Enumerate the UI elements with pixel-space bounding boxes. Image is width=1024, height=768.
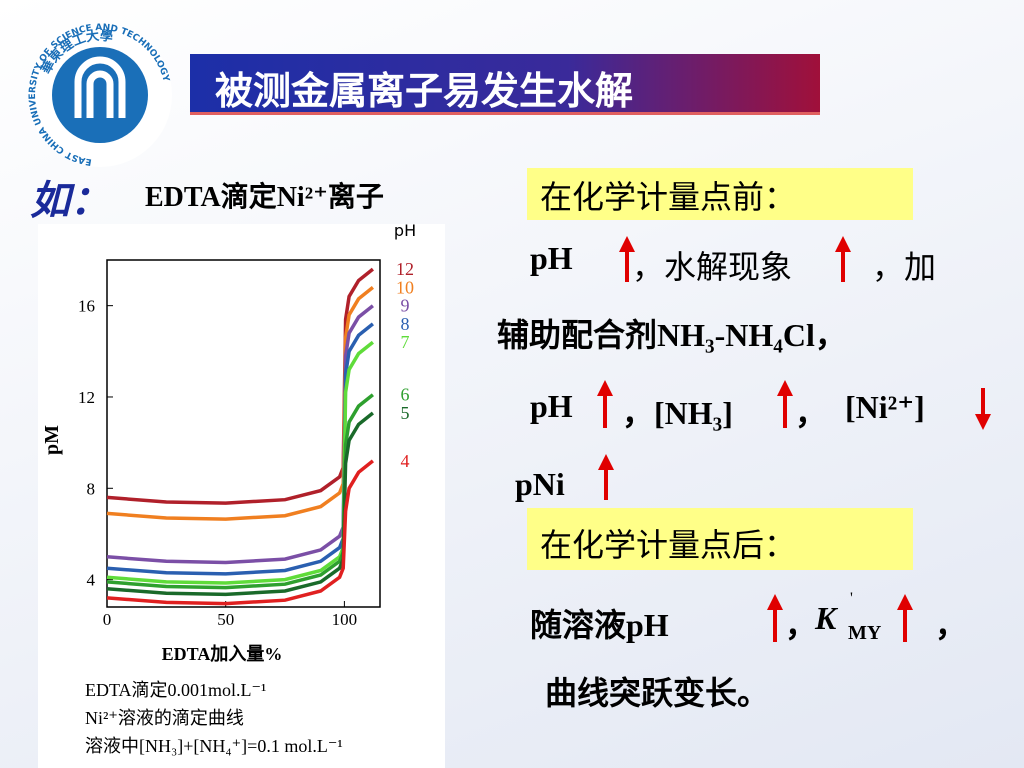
legend-title: pH <box>394 221 416 240</box>
x-tick-label: 0 <box>103 610 112 629</box>
text: pH <box>530 240 573 276</box>
text: K <box>815 600 837 636</box>
intro-prefix: 如： <box>30 178 110 223</box>
line <box>106 286 374 521</box>
text: 随溶液pH <box>530 607 669 643</box>
logo-core <box>52 47 148 143</box>
line <box>106 393 374 590</box>
legend-label: 8 <box>401 314 410 334</box>
text: ，[NH₃] <box>622 395 733 431</box>
y-tick-label: 12 <box>78 388 95 407</box>
text: 辅助配合剂NH₃-NH₄Cl， <box>497 317 847 353</box>
x-tick-label: 100 <box>332 610 358 629</box>
x-tick-label: 50 <box>217 610 234 629</box>
legend-label: 5 <box>401 403 410 423</box>
text: ，水解现象 <box>632 249 793 285</box>
y-tick-label: 8 <box>87 479 96 498</box>
y-tick-label: 4 <box>87 571 96 590</box>
arrows <box>597 236 991 642</box>
text: MY <box>848 622 882 644</box>
intro-text: EDTA滴定Ni²⁺离子 <box>145 182 384 213</box>
title-bar <box>190 54 820 112</box>
text: pH <box>530 388 573 424</box>
legend-label: 7 <box>401 332 410 352</box>
line <box>106 322 374 576</box>
legend-label: 12 <box>396 259 414 279</box>
legend-label: 6 <box>401 385 410 405</box>
text: ，加 <box>872 249 937 285</box>
line <box>106 267 374 505</box>
line <box>106 411 374 597</box>
legend-label: 9 <box>401 296 410 316</box>
caption: Ni²⁺溶液的滴定曲线 <box>85 708 244 728</box>
x-axis-label: EDTA加入量% <box>162 643 283 664</box>
caption: 溶液中[NH₃]+[NH₄⁺]=0.1 mol.L⁻¹ <box>85 736 343 756</box>
y-axis-label: pM <box>41 425 63 455</box>
text: ， <box>785 607 818 643</box>
heading: 在化学计量点前： <box>540 179 797 215</box>
y-tick-label: 16 <box>78 297 95 316</box>
text: 曲线突跃变长。 <box>545 675 770 711</box>
heading: 在化学计量点后： <box>540 527 797 563</box>
plot-frame <box>106 259 381 608</box>
logo-mark <box>74 56 126 118</box>
legend-label: 4 <box>401 451 410 471</box>
caption: EDTA滴定0.001mol.L⁻¹ <box>85 680 266 700</box>
highlight <box>527 168 913 220</box>
line <box>106 340 374 585</box>
figure-bg <box>38 224 445 768</box>
line <box>106 304 374 565</box>
title-underline <box>190 112 820 115</box>
line <box>106 459 374 606</box>
title: 被测金属离子易发生水解 <box>215 69 634 113</box>
text: pNi <box>515 466 565 502</box>
text: [Ni²⁺] <box>845 389 925 425</box>
legend-label: 10 <box>396 277 414 297</box>
text: ' <box>850 590 853 607</box>
text: ， <box>935 607 968 643</box>
text: ， <box>795 395 828 431</box>
highlight <box>527 508 913 570</box>
